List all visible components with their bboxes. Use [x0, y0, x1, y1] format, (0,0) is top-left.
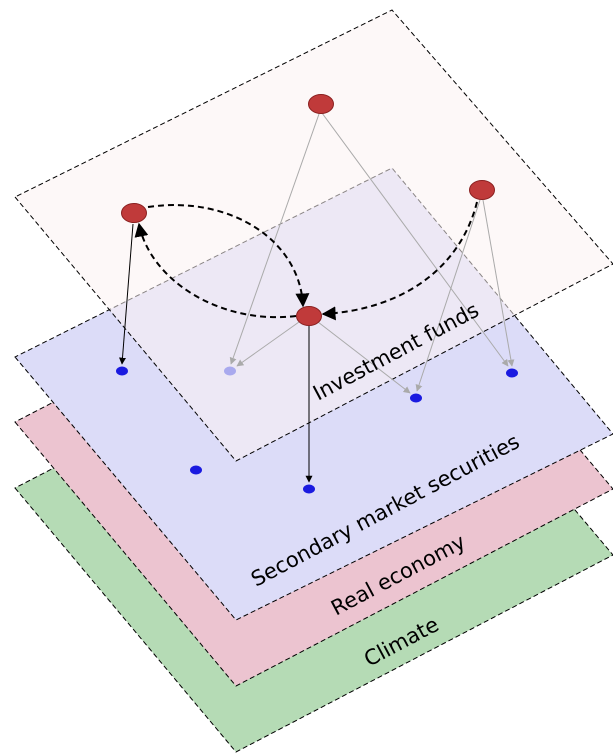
security-node-center-right	[410, 393, 422, 403]
fund-node-center	[296, 306, 322, 326]
holding-link-top-fund-right	[321, 112, 509, 367]
fund-interaction-arc-left	[147, 204, 310, 308]
holding-link-center-fund-hidden	[236, 321, 300, 367]
fund-interaction-arc-right	[321, 201, 478, 321]
security-node-left	[116, 366, 128, 376]
holding-link-left-fund	[119, 223, 134, 365]
fund-node-right	[469, 180, 495, 200]
security-node-bottom-center	[303, 484, 315, 494]
investment-funds-layer-plane	[14, 9, 613, 462]
security-node-hidden	[224, 366, 236, 376]
security-node-far-left	[190, 465, 202, 475]
holding-link-right-fund-right	[482, 199, 515, 367]
security-node-right	[506, 368, 518, 378]
holding-link-top-fund-hidden	[229, 113, 320, 365]
holding-link-center-fund-center-right	[317, 321, 411, 394]
fund-node-left	[121, 203, 147, 223]
fund-node-top	[308, 94, 334, 114]
holding-link-right-fund-center-right	[415, 199, 481, 392]
